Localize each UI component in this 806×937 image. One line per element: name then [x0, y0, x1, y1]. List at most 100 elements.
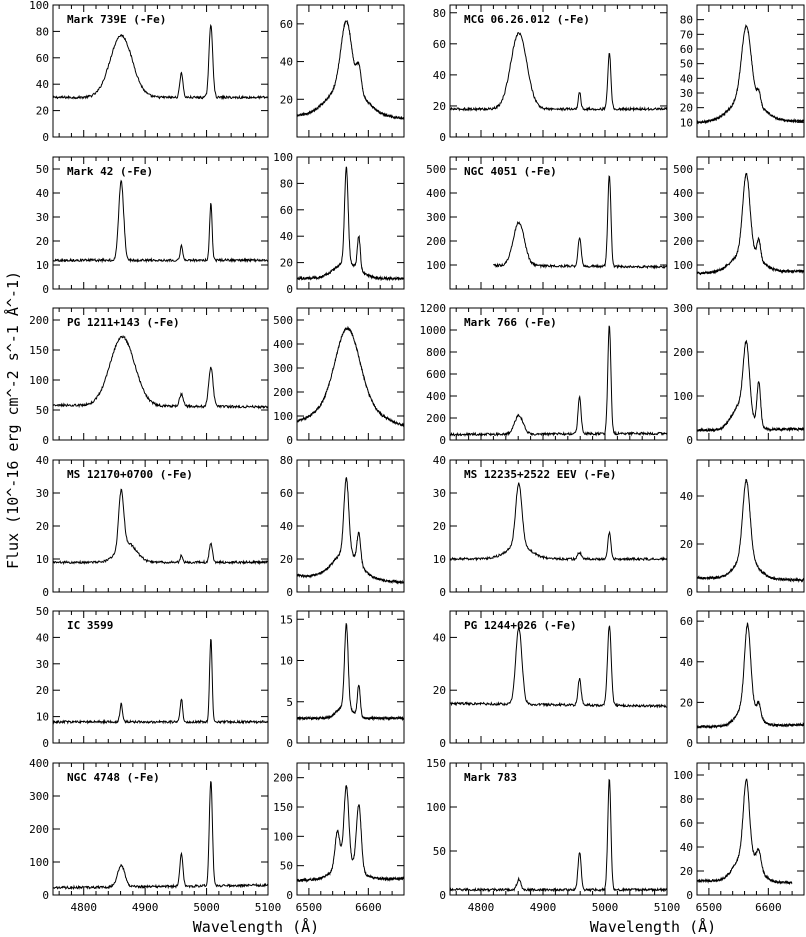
hbeta-ytick-label: 20: [433, 684, 446, 697]
halpha-ytick-label: 80: [680, 14, 693, 27]
halpha-ytick-label: 200: [673, 346, 693, 359]
halpha-xtick-label: 6600: [755, 901, 782, 914]
halpha-ytick-label: 40: [680, 656, 693, 669]
hbeta-ytick-label: 40: [433, 631, 446, 644]
halpha-ytick-label: 80: [280, 177, 293, 190]
halpha-ytick-label: 20: [680, 538, 693, 551]
hbeta-panel: 0 20 40 PG 1244+026 (-Fe): [433, 610, 668, 750]
hbeta-panel: 100 200 300 400 500 NGC 4051 (-Fe): [426, 156, 668, 290]
hbeta-panel: 0 10 20 30 40 50 IC 3599: [36, 605, 269, 750]
hbeta-frame: [52, 156, 269, 290]
hbeta-ytick-label: 10: [36, 711, 49, 724]
halpha-ytick-label: 20: [680, 102, 693, 115]
halpha-ytick-label: 40: [280, 230, 293, 243]
hbeta-spectrum-line: [449, 32, 668, 113]
hbeta-ytick-label: 0: [439, 586, 446, 599]
halpha-ytick-label: 500: [673, 163, 693, 176]
halpha-panel: 0 50 100 150 200 6500 6600: [273, 762, 405, 914]
halpha-ytick-label: 40: [280, 520, 293, 533]
halpha-panel: 0 5 10 15: [280, 610, 405, 750]
halpha-ytick-label: 60: [280, 204, 293, 217]
hbeta-ytick-label: 200: [29, 823, 49, 836]
hbeta-spectrum-line: [52, 639, 269, 725]
hbeta-ytick-label: 30: [433, 487, 446, 500]
hbeta-ytick-label: 100: [29, 856, 49, 869]
hbeta-xtick-label: 5000: [592, 901, 619, 914]
halpha-ytick-label: 100: [273, 830, 293, 843]
hbeta-ytick-label: 80: [36, 25, 49, 38]
hbeta-ytick-label: 40: [36, 78, 49, 91]
hbeta-xtick-label: 4900: [132, 901, 159, 914]
halpha-ytick-label: 0: [286, 737, 293, 750]
hbeta-spectrum-line: [52, 781, 269, 891]
hbeta-ytick-label: 0: [439, 889, 446, 902]
hbeta-ytick-label: 50: [36, 404, 49, 417]
hbeta-ytick-label: 200: [29, 314, 49, 327]
hbeta-frame: [449, 762, 668, 896]
hbeta-frame: [449, 156, 668, 290]
hbeta-object-name: NGC 4051 (-Fe): [464, 165, 557, 178]
hbeta-spectrum-line: [493, 175, 668, 270]
hbeta-ytick-label: 40: [36, 454, 49, 467]
halpha-ytick-label: 5: [286, 696, 293, 709]
hbeta-ytick-label: 0: [42, 586, 49, 599]
hbeta-xtick-label: 5000: [193, 901, 220, 914]
halpha-xtick-label: 6600: [355, 901, 382, 914]
hbeta-ytick-label: 0: [42, 131, 49, 144]
hbeta-ytick-label: 20: [36, 105, 49, 118]
halpha-spectrum-line: [696, 24, 805, 125]
hbeta-ytick-label: 300: [29, 790, 49, 803]
halpha-frame: [696, 4, 805, 138]
hbeta-ytick-label: 80: [433, 7, 446, 20]
hbeta-ytick-label: 50: [36, 163, 49, 176]
halpha-spectrum-line: [296, 19, 405, 121]
y-axis-title: Flux (10^-16 erg cm^-2 s^-1 Å^-1): [3, 271, 22, 569]
halpha-spectrum-line: [296, 785, 405, 884]
hbeta-frame: [52, 307, 269, 441]
hbeta-ytick-label: 30: [36, 487, 49, 500]
halpha-ytick-label: 20: [280, 553, 293, 566]
hbeta-panel: 0 200 400 600 800 1000 1200 Mark 766 (-Fe): [420, 302, 668, 447]
hbeta-frame: [449, 4, 668, 138]
hbeta-ytick-label: 0: [439, 131, 446, 144]
halpha-ytick-label: 400: [673, 187, 693, 200]
halpha-frame: [696, 762, 805, 896]
hbeta-ytick-label: 0: [439, 434, 446, 447]
hbeta-object-name: PG 1244+026 (-Fe): [464, 619, 577, 632]
hbeta-ytick-label: 200: [426, 412, 446, 425]
halpha-frame: [696, 156, 805, 290]
hbeta-ytick-label: 40: [36, 187, 49, 200]
halpha-ytick-label: 300: [673, 211, 693, 224]
hbeta-object-name: Mark 739E (-Fe): [67, 13, 166, 26]
hbeta-ytick-label: 600: [426, 368, 446, 381]
hbeta-xtick-label: 5100: [255, 901, 282, 914]
halpha-frame: [696, 459, 805, 593]
hbeta-spectrum-line: [449, 482, 668, 562]
hbeta-ytick-label: 100: [29, 374, 49, 387]
halpha-ytick-label: 50: [280, 860, 293, 873]
halpha-ytick-label: 20: [680, 865, 693, 878]
halpha-ytick-label: 40: [680, 72, 693, 85]
halpha-ytick-label: 40: [280, 56, 293, 69]
halpha-panel: 0 100 200 300: [673, 302, 805, 447]
halpha-ytick-label: 20: [280, 93, 293, 106]
halpha-frame: [296, 307, 405, 441]
halpha-frame: [296, 459, 405, 593]
halpha-panel: 0 20 40 60 80: [280, 454, 405, 599]
halpha-ytick-label: 300: [273, 362, 293, 375]
hbeta-spectrum-line: [52, 179, 269, 264]
halpha-ytick-label: 0: [286, 434, 293, 447]
hbeta-ytick-label: 60: [36, 52, 49, 65]
hbeta-object-name: NGC 4748 (-Fe): [67, 771, 160, 784]
hbeta-ytick-label: 30: [36, 658, 49, 671]
hbeta-ytick-label: 0: [439, 737, 446, 750]
halpha-ytick-label: 200: [273, 772, 293, 785]
halpha-ytick-label: 0: [686, 737, 693, 750]
hbeta-xtick-label: 4800: [70, 901, 97, 914]
halpha-ytick-label: 20: [680, 696, 693, 709]
halpha-frame: [696, 307, 805, 441]
hbeta-panel: 0 50 100 150 4800 4900 5000 5100 Mark 783: [426, 757, 680, 914]
halpha-spectrum-line: [696, 172, 805, 276]
halpha-ytick-label: 100: [673, 769, 693, 782]
